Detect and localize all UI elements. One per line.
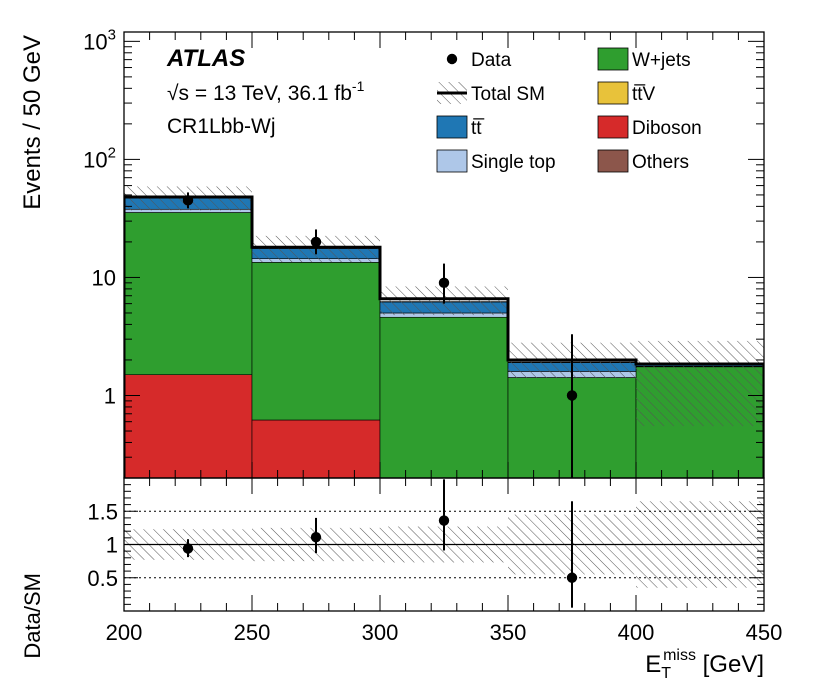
y-tick-label: 1 <box>104 383 116 408</box>
data-point-4 <box>566 390 578 401</box>
y-tick-label: 102 <box>83 144 116 172</box>
legend-swatch-tt-v <box>597 81 629 105</box>
stack-bar-w-jets-2 <box>251 262 381 421</box>
legend-label-total-sm: Total SM <box>471 84 545 105</box>
total-sm-band-bin-5 <box>636 340 764 427</box>
x-axis-title-main: E <box>645 651 661 678</box>
x-axis-title-text: ETmiss [GeV] <box>645 647 764 682</box>
x-axis-title: ETmiss [GeV] <box>645 647 764 682</box>
ratio-plot-frame <box>123 477 765 612</box>
data-points <box>182 192 578 478</box>
energy-lumi-superscript: -1 <box>352 78 365 94</box>
ratio-y-tick-label: 1.5 <box>87 499 118 524</box>
ratio-data-points <box>182 479 578 608</box>
x-axis-title-sub: T <box>661 665 671 682</box>
x-tick-label: 250 <box>234 620 271 645</box>
data-point-2 <box>310 236 322 248</box>
y-tick-label-exponent: 3 <box>108 26 116 43</box>
y-axis-title: Events / 50 GeV <box>19 35 46 210</box>
ratio-y-tick-label: 1 <box>106 533 118 558</box>
y-tick-label: 10 <box>92 265 116 290</box>
y-tick-label-base: 10 <box>92 265 116 290</box>
stack-bar-diboson-2 <box>251 419 381 478</box>
atlas-label-block: ATLAS √s = 13 TeV, 36.1 fb-1 CR1Lbb-Wj <box>166 45 365 138</box>
legend-swatch-tt <box>436 115 468 139</box>
stack-bar-diboson-1 <box>124 374 253 478</box>
x-tick-label: 200 <box>106 620 143 645</box>
legend-label-w-jets: W+jets <box>632 50 691 71</box>
legend-label-tt-v: tt̅V <box>632 84 656 105</box>
legend-swatch-single-top <box>436 149 468 173</box>
data-point-3 <box>438 277 450 289</box>
legend-label-tt: tt̅ <box>471 118 485 139</box>
ratio-point-2 <box>310 531 322 543</box>
energy-lumi-label: √s = 13 TeV, 36.1 fb-1 <box>167 78 365 105</box>
y-tick-label-base: 1 <box>104 383 116 408</box>
x-tick-label: 450 <box>746 620 783 645</box>
ratio-axis-ticks: 0.5 1 1.5 <box>87 478 765 611</box>
ratio-y-tick-label: 0.5 <box>87 566 118 591</box>
stack-bar-w-jets-1 <box>124 212 253 376</box>
y-tick-label: 103 <box>83 26 116 54</box>
ratio-y-axis-title: Data/SM <box>20 573 45 659</box>
ratio-plot-area: 0.5 1 1.5 <box>87 477 765 612</box>
legend: Data Total SM tt̅ Single top W+jets tt̅V Dibos… <box>436 47 702 173</box>
y-tick-label-exponent: 2 <box>108 144 116 161</box>
x-tick-label: 350 <box>490 620 527 645</box>
energy-lumi-text: √s = 13 TeV, 36.1 fb <box>167 82 352 105</box>
legend-label-data: Data <box>471 50 512 71</box>
stack-bar-w-jets-3 <box>379 316 509 478</box>
ratio-point-3 <box>438 515 450 526</box>
x-axis-title-sup: miss <box>663 647 696 664</box>
y-tick-label-base: 10 <box>83 29 107 54</box>
x-axis-tick-labels: 200 250 300 350 400 450 <box>106 620 783 645</box>
x-tick-label: 400 <box>618 620 655 645</box>
region-label: CR1Lbb-Wj <box>167 115 276 138</box>
y-tick-label-base: 10 <box>83 147 107 172</box>
atlas-label: ATLAS <box>166 45 245 72</box>
ratio-point-1 <box>182 543 194 554</box>
legend-label-others: Others <box>632 152 689 173</box>
x-tick-label: 300 <box>362 620 399 645</box>
legend-marker-data <box>446 53 458 65</box>
legend-swatch-others <box>597 149 629 173</box>
x-axis-title-unit: [GeV] <box>696 651 764 678</box>
ratio-point-4 <box>566 572 578 583</box>
stacked-histogram <box>124 197 764 478</box>
legend-swatch-diboson <box>597 115 629 139</box>
legend-label-single-top: Single top <box>471 152 556 173</box>
data-point-1 <box>182 195 194 206</box>
legend-swatch-w-jets <box>597 47 629 71</box>
legend-label-diboson: Diboson <box>632 118 702 139</box>
